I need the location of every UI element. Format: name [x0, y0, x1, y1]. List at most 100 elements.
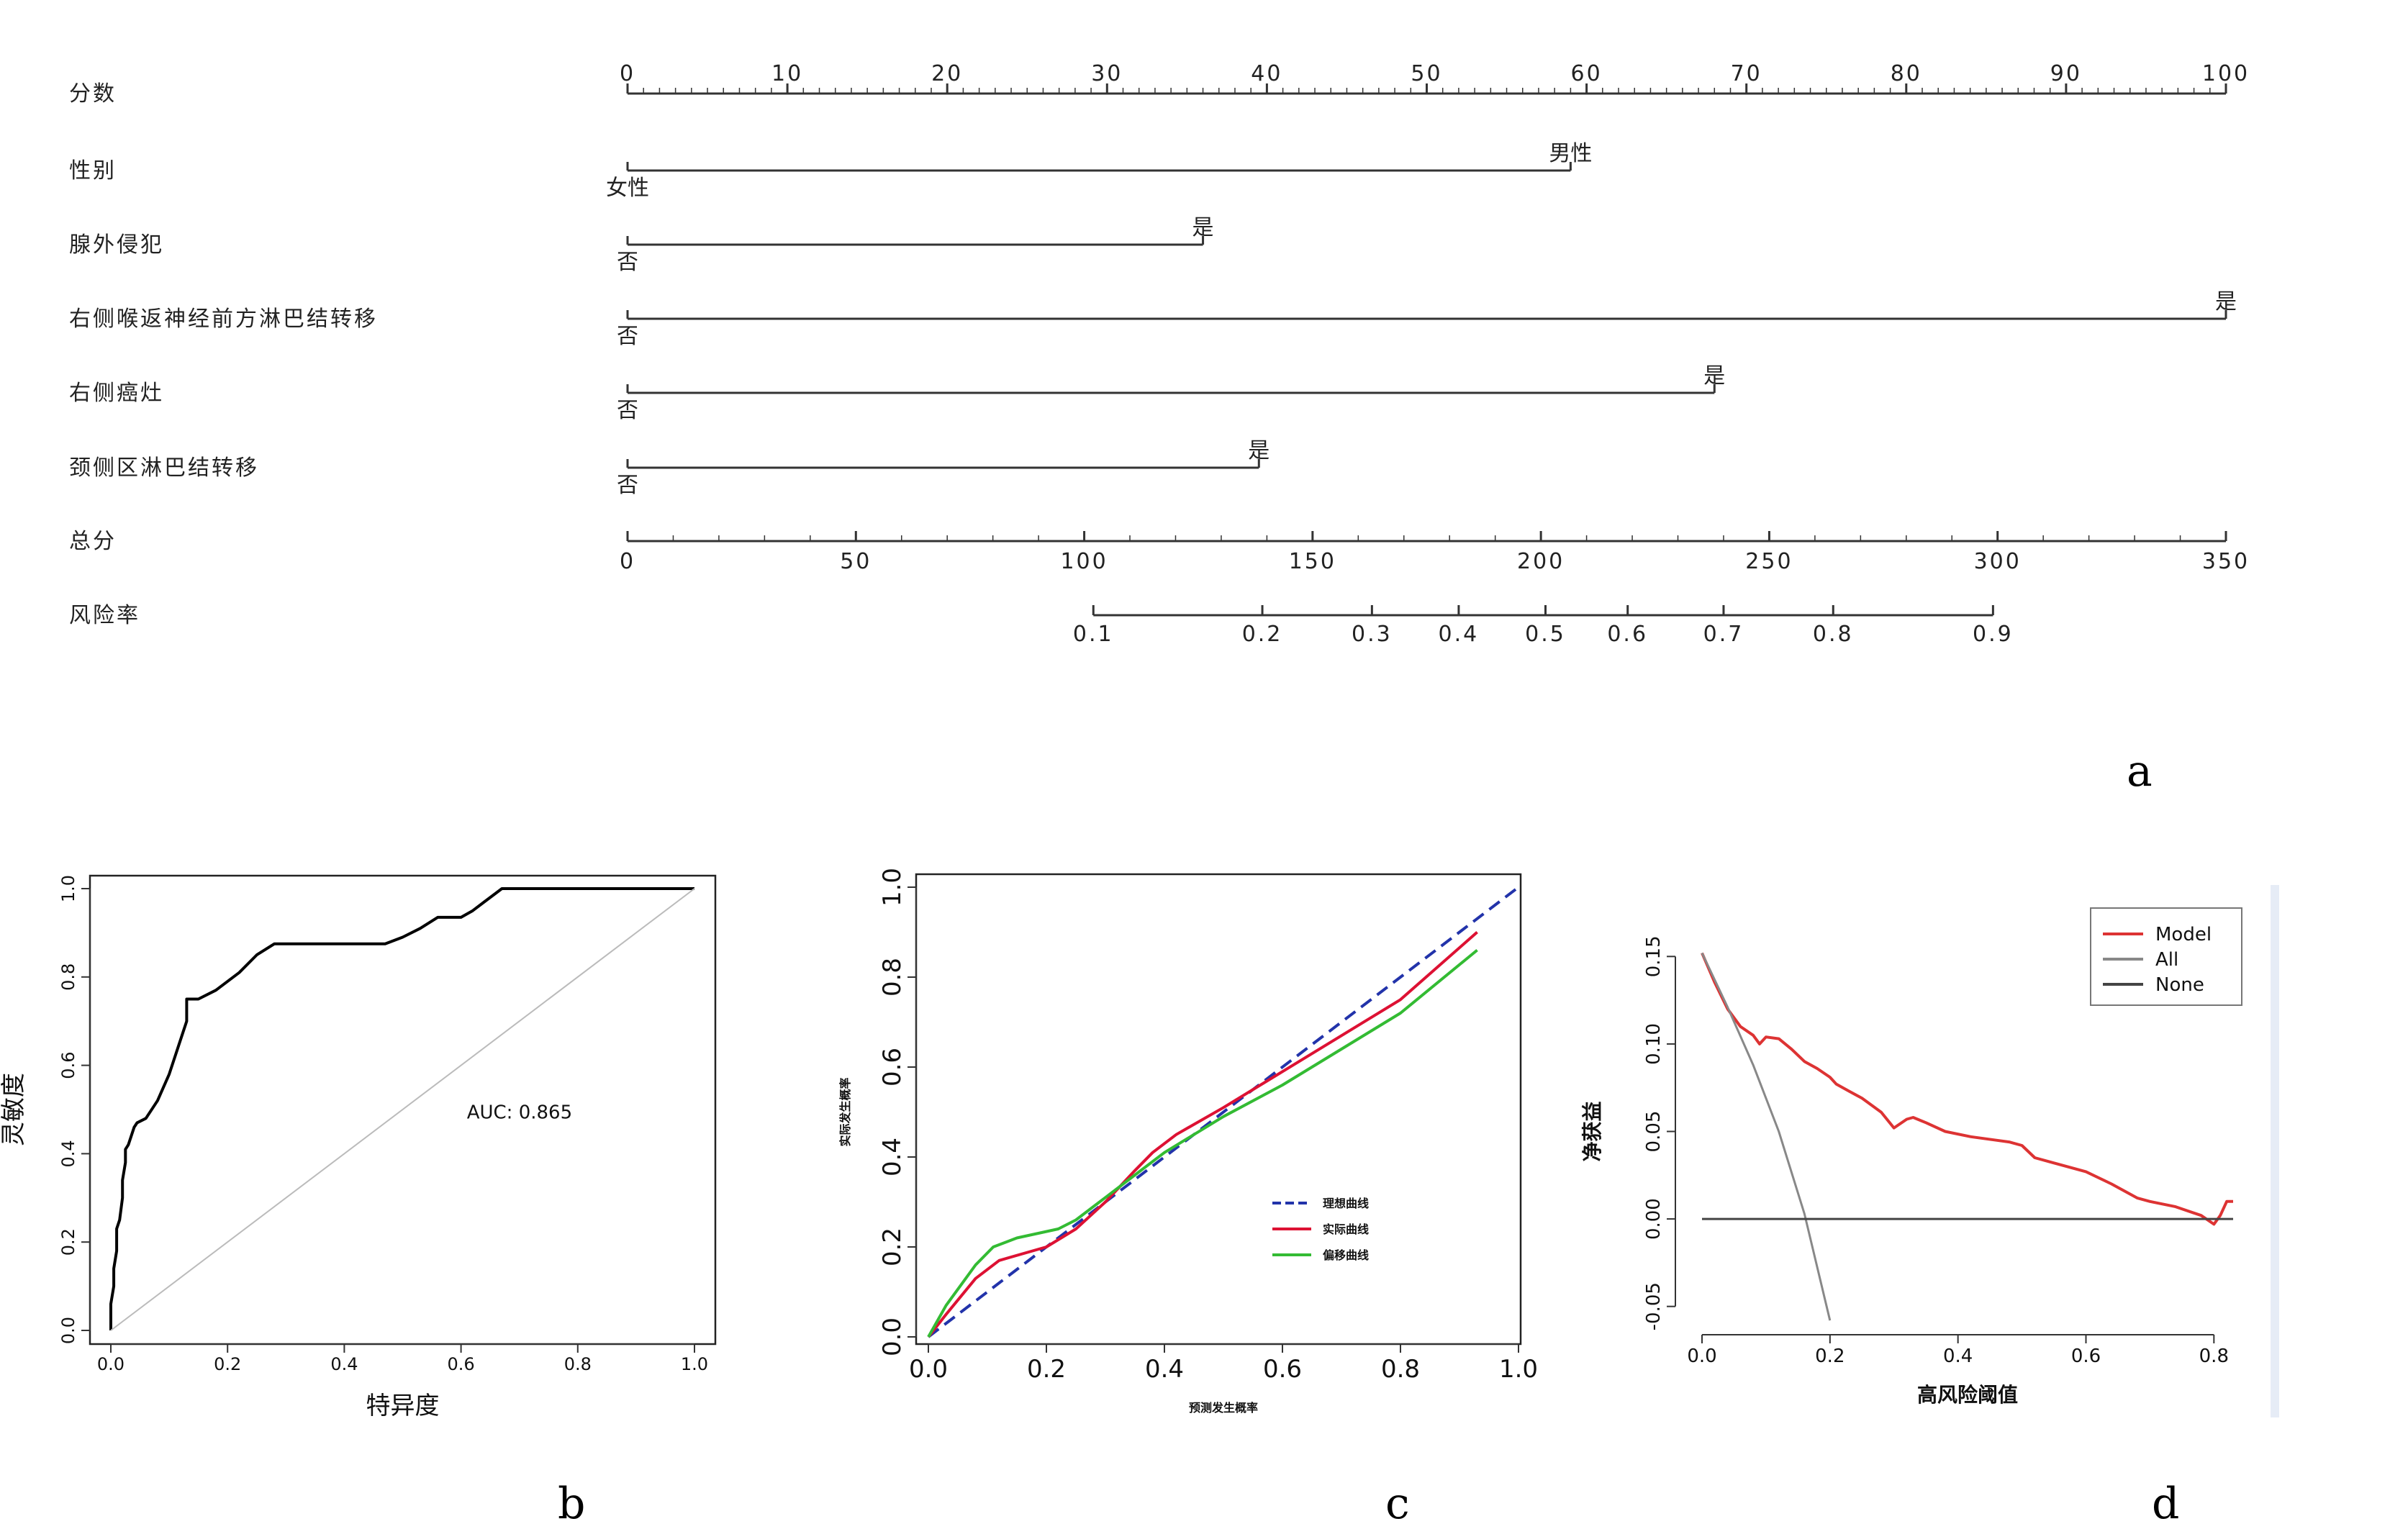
x-tick-label: 0.6: [1263, 1355, 1302, 1384]
auc-annotation: AUC: 0.865: [467, 1102, 572, 1123]
scale-tick-label: 150: [1289, 549, 1336, 574]
x-axis-title: 特异度: [366, 1392, 440, 1420]
level-label: 男性: [1549, 141, 1592, 166]
legend-box: [2090, 907, 2242, 1006]
y-tick-label: -0.05: [1643, 1282, 1665, 1330]
x-tick-label: 0.8: [564, 1354, 592, 1374]
scale-tick-label: 10: [771, 61, 803, 86]
y-tick-label: 0.0: [58, 1317, 78, 1344]
nomogram-row-label: 颈侧区淋巴结转移: [69, 455, 259, 481]
scale-tick-label: 350: [2202, 549, 2250, 574]
y-tick-label: 0.6: [878, 1048, 907, 1086]
x-tick-label: 0.0: [97, 1354, 125, 1374]
scale-tick-label: 50: [840, 549, 872, 574]
scale-tick-label: 70: [1731, 61, 1762, 86]
panel-label-d: d: [2152, 1479, 2179, 1529]
y-tick-label: 0.0: [878, 1317, 907, 1356]
x-tick-label: 0.0: [909, 1355, 948, 1384]
y-tick-label: 0.15: [1643, 935, 1665, 977]
x-tick-label: 1.0: [681, 1354, 708, 1374]
series-line-All: [1701, 952, 1832, 1321]
panel-edge-strip: [2271, 885, 2279, 1417]
nomogram-row-label: 性别: [69, 158, 117, 183]
scale-tick-label: 100: [1060, 549, 1108, 574]
y-tick-label: 0.4: [58, 1140, 78, 1167]
x-tick-label: 0.6: [2071, 1346, 2101, 1367]
legend-label: None: [2155, 974, 2204, 996]
y-tick-label: 0.6: [58, 1052, 78, 1079]
y-tick-label: 1.0: [58, 875, 78, 902]
x-tick-label: 1.0: [1499, 1355, 1538, 1384]
risk-tick-label: 0.2: [1242, 622, 1283, 647]
level-label: 女性: [606, 176, 649, 201]
level-label: 否: [617, 473, 638, 498]
x-tick-label: 0.2: [1027, 1355, 1066, 1384]
legend-label: 偏移曲线: [1323, 1248, 1369, 1262]
scale-tick-label: 0: [620, 549, 635, 574]
level-label: 否: [617, 250, 638, 275]
level-label: 是: [2215, 289, 2237, 314]
risk-tick-label: 0.9: [1973, 622, 2014, 647]
level-label: 否: [617, 398, 638, 423]
scale-tick-label: 30: [1091, 61, 1123, 86]
x-tick-label: 0.8: [1381, 1355, 1420, 1384]
x-axis-title: 预测发生概率: [1189, 1401, 1258, 1415]
nomogram-row-label: 腺外侵犯: [69, 232, 164, 258]
series-line-实际曲线: [927, 930, 1478, 1338]
y-tick-label: 0.4: [878, 1138, 907, 1176]
nomogram-row-label: 右侧癌灶: [69, 381, 164, 406]
panel-label-a: a: [2127, 746, 2153, 797]
roc-panel: 0.0 0.2 0.4 0.6 0.8 1.0 0.0 0.2 0.4 0.6 0.8 1.0 特异度 灵…: [0, 874, 717, 1529]
series-line-series-1: [110, 888, 695, 1331]
y-tick-label: 0.00: [1643, 1198, 1665, 1240]
scale-tick-label: 40: [1251, 61, 1282, 86]
calibration-panel: 0.0 0.2 0.4 0.6 0.8 1.0 0.0 0.2 0.4 0.6 0.8 1.0 预测发生…: [838, 868, 1538, 1529]
nomogram-row-label: 右侧喉返神经前方淋巴结转移: [69, 307, 378, 332]
scale-tick-label: 300: [1974, 549, 2022, 574]
level-label: 是: [1192, 215, 1214, 240]
level-label: 是: [1248, 438, 1269, 463]
x-tick-label: 0.0: [1687, 1346, 1716, 1367]
y-tick-label: 0.2: [878, 1228, 907, 1266]
scale-tick-label: 80: [1891, 61, 1922, 86]
x-tick-label: 0.8: [2199, 1346, 2229, 1367]
risk-tick-label: 0.5: [1525, 622, 1566, 647]
y-axis-title: 灵敏度: [0, 1073, 28, 1146]
legend-label: All: [2155, 949, 2178, 971]
scale-tick-label: 250: [1745, 549, 1793, 574]
x-tick-label: 0.4: [330, 1354, 358, 1374]
nomogram-row-label: 总分: [69, 529, 117, 554]
scale-tick-label: 50: [1411, 61, 1442, 86]
x-tick-label: 0.6: [448, 1354, 475, 1374]
legend-label: Model: [2155, 924, 2212, 945]
panel-label-c: c: [1385, 1479, 1410, 1529]
x-tick-label: 0.2: [214, 1354, 241, 1374]
series-line-理想曲线: [927, 886, 1520, 1338]
y-tick-label: 0.8: [58, 963, 78, 991]
scale-tick-label: 90: [2050, 61, 2082, 86]
y-tick-label: 1.0: [878, 868, 907, 907]
series-line-series-0: [109, 887, 694, 1330]
y-axis-title: 净获益: [1580, 1101, 1604, 1161]
risk-tick-label: 0.6: [1607, 622, 1648, 647]
y-tick-label: 0.2: [58, 1228, 78, 1256]
nomogram-panel: 分数0 10 20 30 40 50 60 70 80 90 100性别女性男性腺外侵犯否是右侧喉返…: [69, 61, 2250, 797]
panel-label-b: b: [558, 1479, 585, 1529]
risk-tick-label: 0.7: [1703, 622, 1744, 647]
scale-tick-label: 20: [931, 61, 963, 86]
level-label: 是: [1703, 363, 1725, 389]
nomogram-row-label: 风险率: [69, 603, 140, 628]
y-tick-label: 0.8: [878, 958, 907, 997]
scale-tick-label: 0: [620, 61, 635, 86]
scale-tick-label: 200: [1517, 549, 1565, 574]
risk-tick-label: 0.1: [1073, 622, 1114, 647]
y-axis-title: 实际发生概率: [838, 1077, 852, 1146]
y-tick-label: 0.05: [1643, 1111, 1665, 1153]
scale-tick-label: 60: [1571, 61, 1603, 86]
series-line-偏移曲线: [927, 948, 1478, 1338]
risk-tick-label: 0.4: [1439, 622, 1480, 647]
x-tick-label: 0.2: [1815, 1346, 1845, 1367]
level-label: 否: [617, 324, 638, 349]
scale-tick-label: 100: [2202, 61, 2250, 86]
